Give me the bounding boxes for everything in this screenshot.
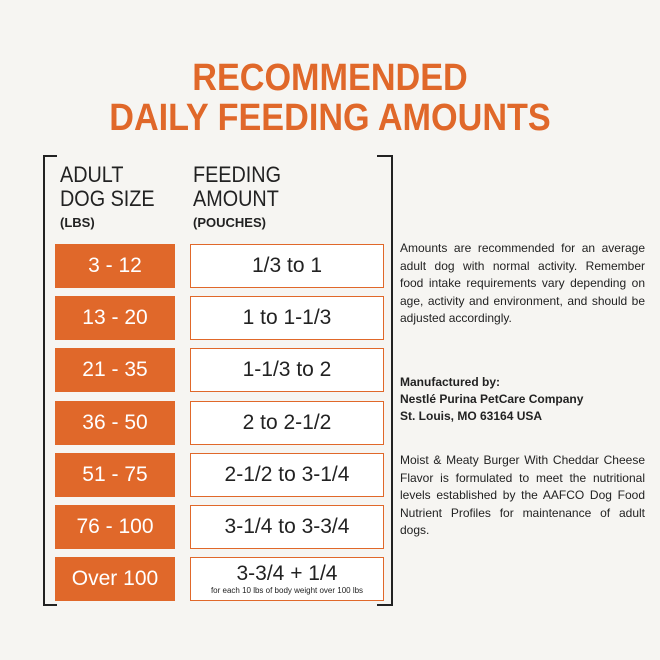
feeding-amount-cell: 1-1/3 to 2 [190, 348, 384, 393]
dog-size-cell: 21 - 35 [55, 348, 175, 393]
title-line: DAILY FEEDING AMOUNTS [109, 97, 551, 139]
manufacturer: St. Louis, MO 63164 USA [400, 409, 543, 423]
bracket [377, 604, 393, 606]
dog-size-cell: 3 - 12 [55, 244, 175, 288]
feeding-amount: 3-1/4 to 3-3/4 [224, 515, 350, 538]
column-unit: (LBS) [60, 215, 95, 230]
feeding-amount: 1 to 1-1/3 [242, 306, 332, 330]
feeding-amount-cell: 2 to 2-1/2 [190, 400, 384, 445]
feeding-amount-cell: 1/3 to 1 [190, 244, 384, 288]
note-formulation: Moist & Meaty Burger With Cheddar Cheese… [400, 453, 645, 537]
column-header: AMOUNT [193, 186, 279, 211]
feeding-amount-cell: 1 to 1-1/3 [190, 296, 384, 341]
feeding-amount: 3-3/4 + 1/4 [236, 561, 338, 585]
bracket [43, 604, 57, 606]
feeding-amount: 2-1/2 to 3-1/4 [224, 462, 350, 486]
title-line: RECOMMENDED [192, 57, 468, 99]
feeding-amount: 1/3 to 1 [251, 254, 323, 277]
dog-size-cell: 36 - 50 [55, 400, 175, 445]
feeding-amount-cell: 3-3/4 + 1/4 for each 10 lbs of body weigh… [190, 557, 384, 602]
dog-size-cell: 51 - 75 [55, 452, 175, 497]
feeding-amount-cell: 3-1/4 to 3-3/4 [190, 505, 384, 549]
manufacturer: Manufactured by: [400, 375, 501, 389]
column-unit: (POUCHES) [193, 215, 266, 230]
column-header: DOG SIZE [60, 186, 155, 211]
note-intro: Amounts are recommended for an average a… [400, 241, 645, 325]
dog-size-cell: 76 - 100 [55, 505, 175, 549]
feeding-amount: 1-1/3 to 2 [242, 358, 332, 382]
column-header: FEEDING [193, 162, 282, 187]
bracket [43, 155, 45, 606]
bracket [377, 155, 393, 157]
bracket [43, 155, 57, 157]
feeding-amount-cell: 2-1/2 to 3-1/4 [190, 452, 384, 497]
feeding-note: for each 10 lbs of body weight over 100 … [210, 585, 364, 595]
bracket [391, 155, 393, 606]
column-header: ADULT [60, 162, 124, 187]
dog-size-cell: 13 - 20 [55, 296, 175, 341]
feeding-amount: 2 to 2-1/2 [242, 410, 332, 434]
dog-size-cell: Over 100 [55, 557, 175, 602]
manufacturer: Nestlé Purina PetCare Company [400, 392, 584, 406]
